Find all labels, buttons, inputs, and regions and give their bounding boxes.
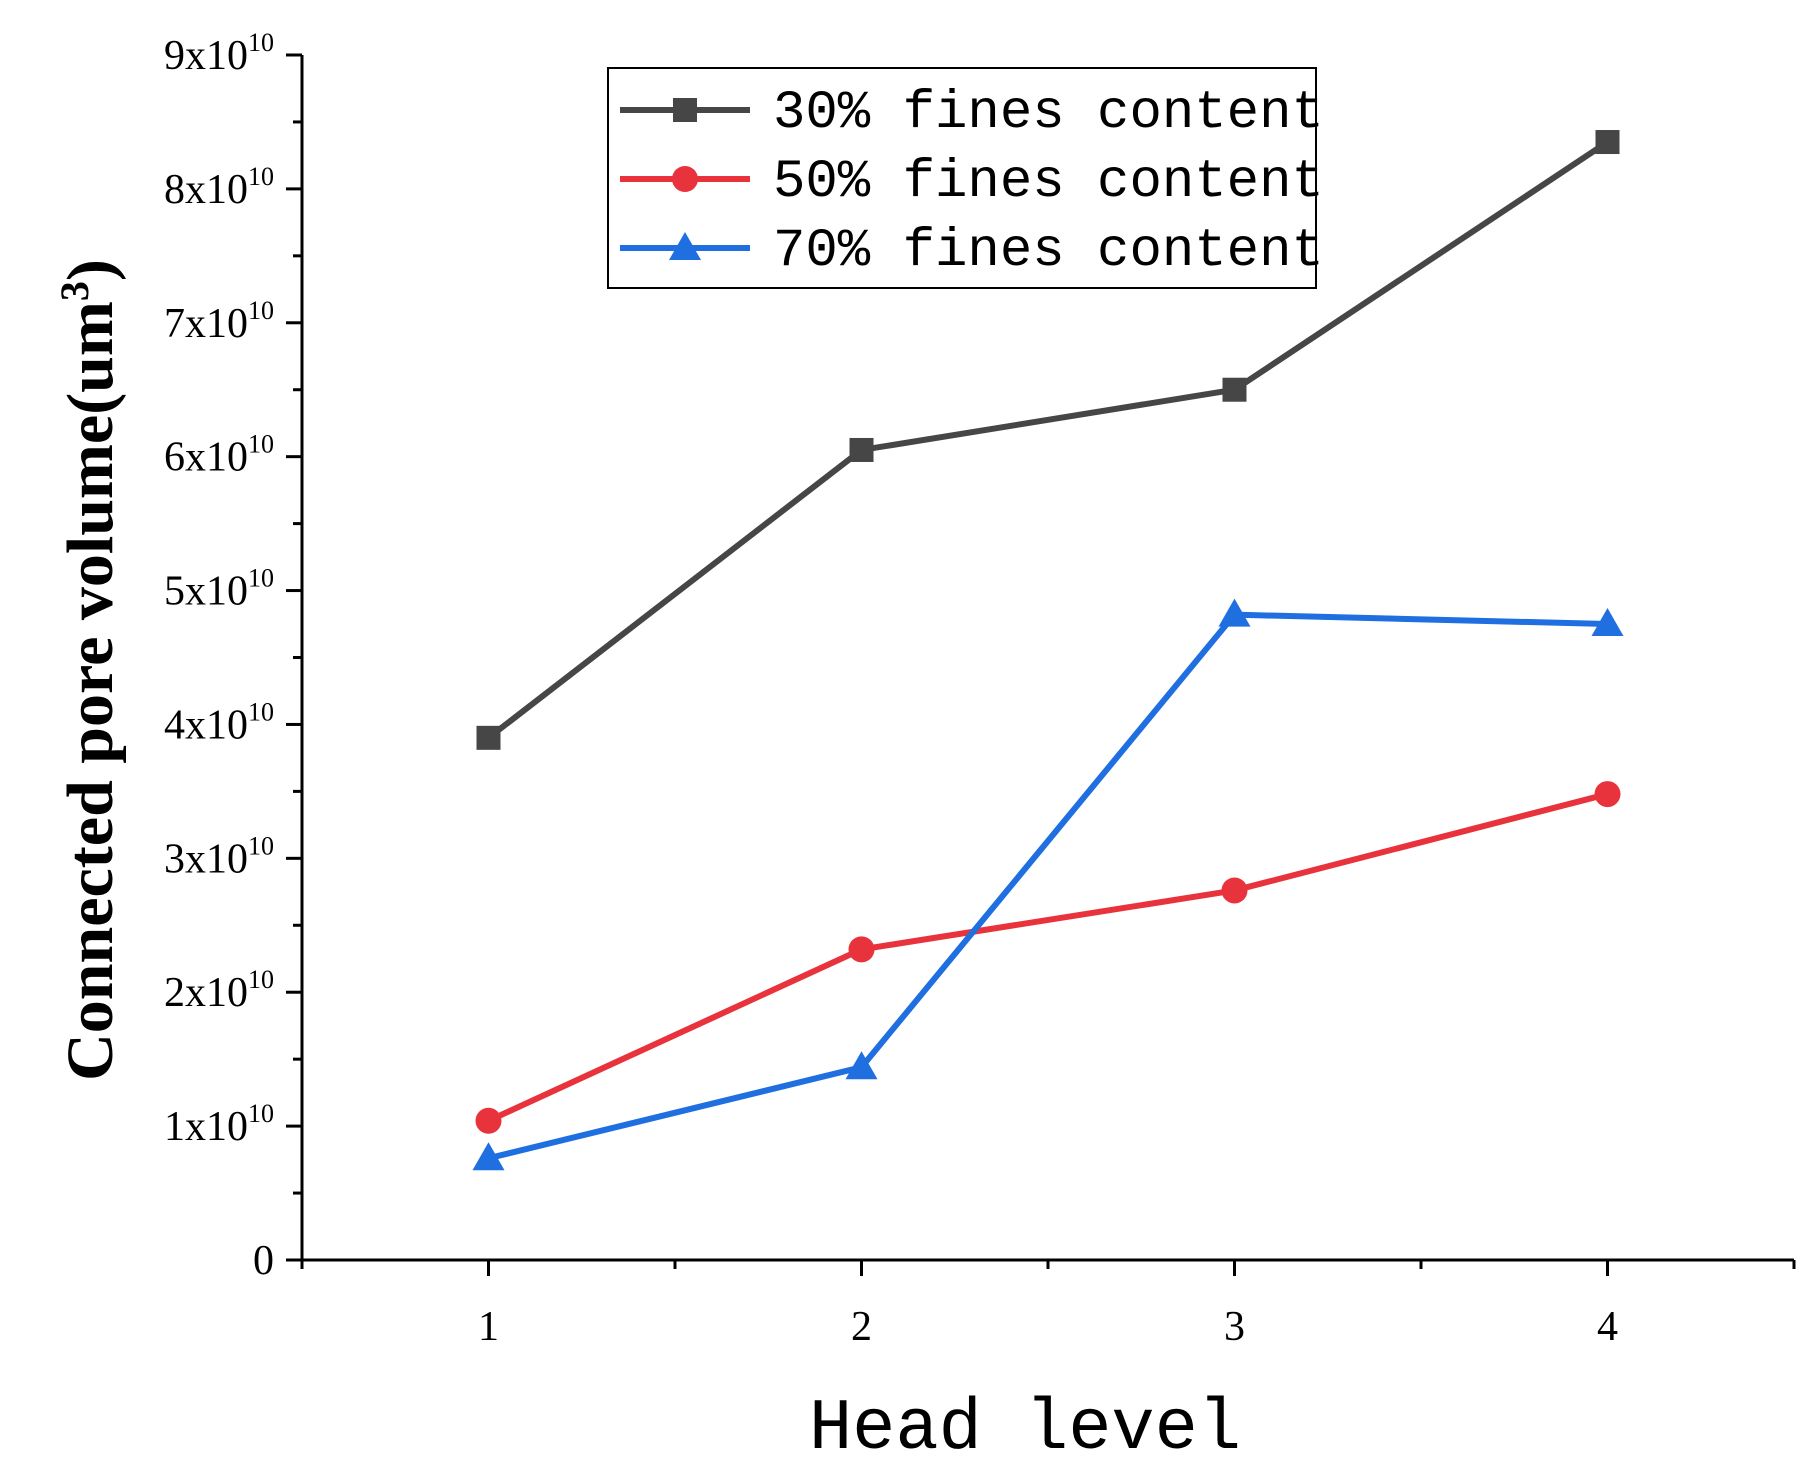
legend-item-1: 50% fines content: [620, 152, 1324, 213]
y-tick-exponent: 10: [248, 28, 274, 57]
y-tick-exponent: 10: [248, 296, 274, 325]
x-tick-label: 3: [1224, 1304, 1245, 1350]
y-tick-label: 0: [253, 1238, 274, 1284]
y-tick-label: 4x1010: [164, 697, 274, 748]
series-layer: [472, 130, 1624, 1171]
y-tick-label: 6x1010: [164, 430, 274, 481]
y-tick-mantissa: 3x10: [164, 836, 248, 882]
series-line: [487, 791, 1609, 1124]
x-tick-label: 1: [478, 1304, 499, 1350]
data-point: [476, 725, 501, 750]
y-tick-label: 3x1010: [164, 831, 274, 882]
y-tick-exponent: 10: [248, 831, 274, 860]
series-line: [486, 139, 1610, 741]
data-point: [848, 936, 875, 963]
series-1: [475, 781, 1621, 1134]
y-tick-exponent: 10: [248, 697, 274, 726]
y-tick-mantissa: 5x10: [164, 569, 248, 615]
legend-marker: [673, 98, 697, 122]
y-tick-exponent: 10: [248, 965, 274, 994]
data-point: [1218, 598, 1251, 627]
data-point: [849, 437, 874, 462]
data-point: [1221, 877, 1248, 904]
legend-label: 70% fines content: [773, 221, 1324, 282]
y-tick-label: 8x1010: [164, 162, 274, 213]
y-tick-label: 5x1010: [164, 564, 274, 615]
y-tick-exponent: 10: [248, 1099, 274, 1128]
y-axis-ticks: 01x10102x10103x10104x10105x10106x10107x1…: [164, 28, 302, 1284]
data-point: [1595, 130, 1620, 155]
legend: 30% fines content 50% fines content 70% fi…: [607, 67, 1324, 289]
legend-label: 30% fines content: [773, 83, 1324, 144]
legend-label: 50% fines content: [773, 152, 1324, 213]
series-line: [487, 611, 1608, 1162]
y-tick-exponent: 10: [248, 564, 274, 593]
y-axis-title: Connected pore volume(um3): [52, 259, 127, 1081]
y-axis-title-superscript: 3: [52, 281, 97, 301]
y-axis-title-main: Connected pore volume(um: [54, 301, 127, 1081]
y-tick-mantissa: 9x10: [164, 33, 248, 79]
x-axis-ticks: 1 2 3 4: [300, 1260, 1796, 1350]
series-0: [476, 130, 1620, 750]
legend-item-2: 70% fines content: [620, 221, 1324, 282]
y-tick-label: 7x1010: [164, 296, 274, 347]
y-tick-label: 2x1010: [164, 965, 274, 1016]
series-2: [472, 598, 1624, 1171]
y-axis-title-suffix: ): [54, 259, 127, 281]
y-tick-mantissa: 6x10: [164, 435, 248, 481]
y-tick-mantissa: 2x10: [164, 970, 248, 1016]
data-point: [1591, 608, 1624, 637]
data-point: [1222, 377, 1247, 402]
y-tick-exponent: 10: [248, 430, 274, 459]
x-tick-label: 4: [1597, 1304, 1618, 1350]
x-tick-label: 2: [851, 1304, 872, 1350]
y-tick-mantissa: 7x10: [164, 301, 248, 347]
y-tick-label: 1x1010: [164, 1099, 274, 1150]
legend-marker: [672, 166, 698, 192]
y-tick-label: 9x1010: [164, 28, 274, 79]
data-point: [1594, 781, 1621, 808]
data-point: [475, 1107, 502, 1134]
y-tick-mantissa: 4x10: [164, 702, 248, 748]
y-tick-mantissa: 8x10: [164, 167, 248, 213]
y-tick-exponent: 10: [248, 162, 274, 191]
legend-item-0: 30% fines content: [620, 83, 1324, 144]
x-axis-title: Head level: [809, 1388, 1241, 1470]
data-point: [845, 1051, 878, 1080]
legend-marker: [669, 232, 701, 260]
y-tick-mantissa: 1x10: [164, 1104, 248, 1150]
data-point: [472, 1142, 505, 1171]
